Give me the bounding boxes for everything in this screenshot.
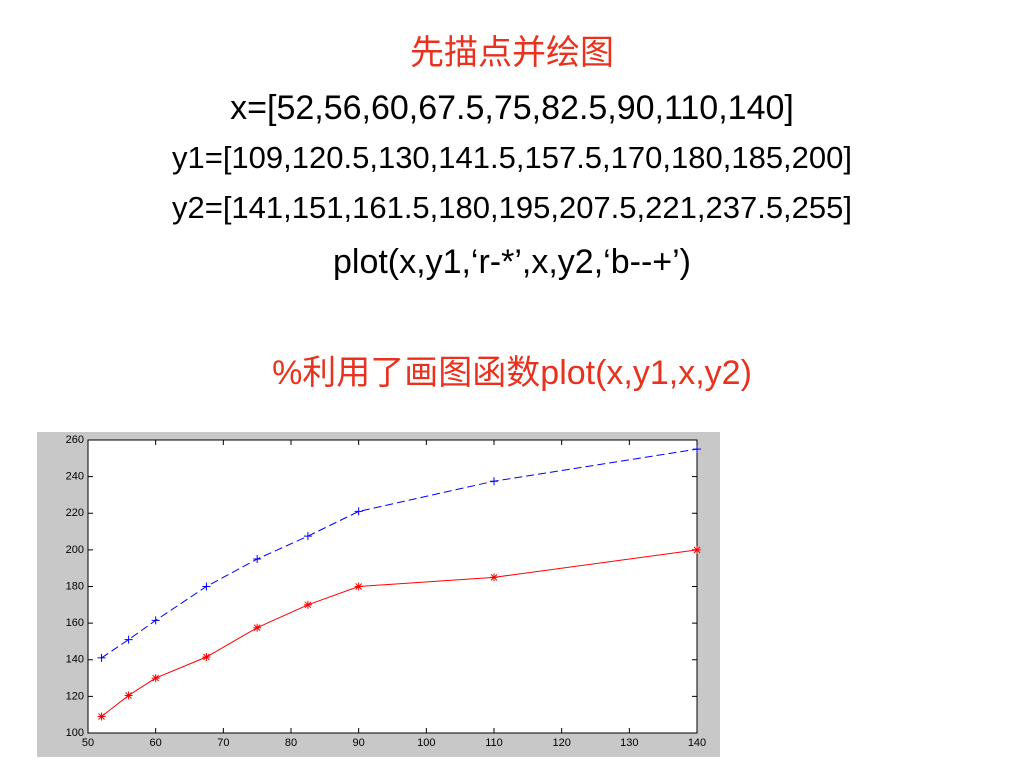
x-tick-label: 130 [620,737,638,749]
y-tick-label: 200 [66,544,84,556]
code-line: y1=[109,120.5,130,141.5,157.5,170,180,18… [172,140,852,175]
point-marker [693,445,701,454]
y-tick-label: 260 [66,434,84,446]
point-marker [124,635,133,644]
y-tick-label: 160 [66,617,84,629]
y-tick-label: 220 [66,507,84,519]
point-marker [202,653,211,662]
point-marker [97,653,106,662]
x-tick-label: 50 [82,737,94,749]
x-tick-label: 90 [353,737,365,749]
x-tick-label: 110 [485,737,503,749]
point-marker [253,623,262,632]
point-marker [693,545,701,554]
point-marker [124,691,133,700]
y-tick-label: 140 [66,654,84,666]
code-line: plot(x,y1,‘r-*’,x,y2,‘b--+’) [333,243,691,281]
x-tick-label: 80 [285,737,297,749]
x-tick-label: 120 [552,737,570,749]
y-tick-label: 180 [66,580,84,592]
point-marker [97,712,106,721]
point-marker [151,616,160,625]
x-tick-label: 140 [688,737,706,749]
x-tick-label: 70 [217,737,229,749]
y-tick-label: 100 [66,727,84,739]
point-marker [490,477,498,486]
point-marker [202,582,211,591]
x-tick-label: 60 [150,737,162,749]
code-line: x=[52,56,60,67.5,75,82.5,90,110,140] [230,89,794,127]
point-marker [354,507,363,516]
point-marker [490,573,498,582]
plot-area [87,439,698,734]
y-tick-label: 240 [66,471,84,483]
code-line: y2=[141,151,161.5,180,195,207.5,221,237.… [172,190,852,225]
point-marker [151,674,160,683]
y-tick-label: 120 [66,690,84,702]
point-marker [354,582,363,591]
point-marker [253,555,262,564]
heading: 先描点并绘图 [410,34,614,72]
point-marker [303,600,312,609]
point-marker [303,532,312,541]
comment: %利用了画图函数plot(x,y1,x,y2) [272,354,752,392]
x-tick-label: 100 [417,737,435,749]
